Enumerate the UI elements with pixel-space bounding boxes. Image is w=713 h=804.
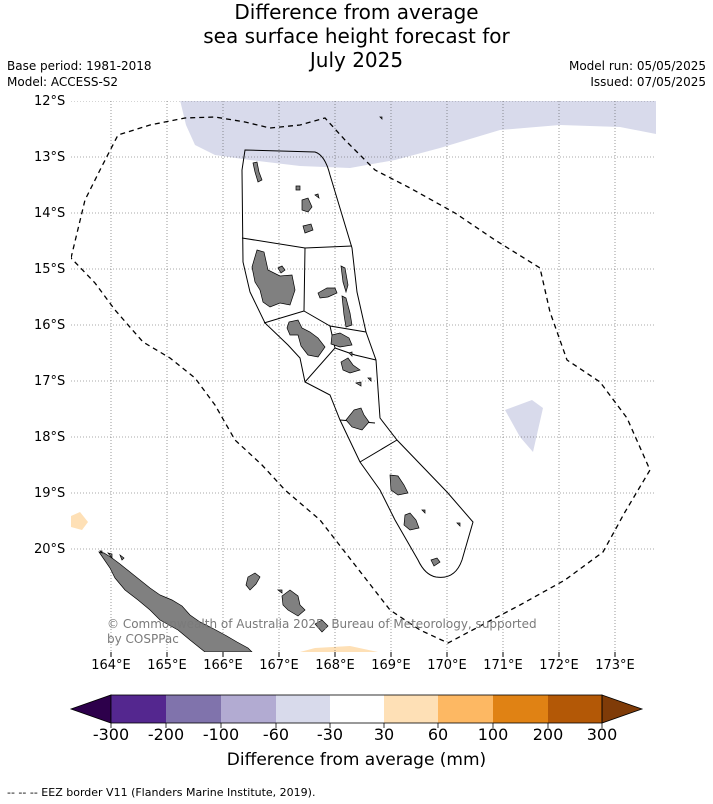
- colorbar-segment-6: [384, 695, 438, 723]
- colorbar-segment-4: [276, 695, 330, 723]
- colorbar-title: Difference from average (mm): [226, 750, 487, 770]
- colorbar-label: -30: [316, 725, 344, 744]
- colorbar-over-arrow: [601, 694, 644, 724]
- lon-label: 171°E: [483, 658, 523, 673]
- colorbar-segment-7: [438, 695, 493, 723]
- colorbar-segment-3: [221, 695, 276, 723]
- colorbar-label: -300: [92, 725, 130, 744]
- issued-date: Issued: 07/05/2025: [590, 75, 706, 89]
- colorbar-segment-5: [330, 695, 384, 723]
- eez-border: [71, 116, 651, 644]
- base-period: Base period: 1981-2018: [7, 59, 152, 73]
- model-run: Model run: 05/05/2025: [568, 59, 706, 73]
- lat-label: 20°S: [34, 542, 66, 557]
- province-boundaries: [241, 149, 474, 578]
- lon-label: 164°E: [91, 658, 131, 673]
- model-run-info: Model run: 05/05/2025 Issued: 07/05/2025: [569, 58, 706, 90]
- colorbar-label: 60: [427, 725, 449, 744]
- lat-label: 15°S: [34, 262, 66, 277]
- colorbar-label: 300: [586, 725, 618, 744]
- lon-label: 167°E: [259, 658, 299, 673]
- copyright-line-1: © Commonwealth of Australia 2025, Bureau…: [107, 617, 537, 631]
- colorbar-segment-1: [111, 695, 166, 723]
- grid-lines: [71, 101, 656, 652]
- colorbar: [69, 694, 644, 728]
- positive-anomaly-west: [71, 512, 88, 530]
- lat-label: 19°S: [34, 486, 66, 501]
- lon-label: 168°E: [315, 658, 355, 673]
- lon-label: 173°E: [595, 658, 635, 673]
- copyright-line-2: by COSPPac: [107, 632, 179, 646]
- colorbar-segment-9: [548, 695, 602, 723]
- lat-label: 14°S: [34, 206, 66, 221]
- lat-label: 13°S: [34, 150, 66, 165]
- lon-label: 170°E: [427, 658, 467, 673]
- map-title: Difference from average sea surface heig…: [0, 0, 713, 72]
- positive-anomaly-south: [300, 646, 378, 652]
- title-line-2: sea surface height forecast for: [203, 24, 510, 48]
- colorbar-label: 30: [373, 725, 395, 744]
- colorbar-label: 200: [532, 725, 564, 744]
- colorbar-label: -60: [262, 725, 290, 744]
- islands: [98, 116, 461, 652]
- colorbar-label: -200: [147, 725, 185, 744]
- title-line-3: July 2025: [309, 48, 404, 72]
- axis-ticks: [110, 652, 616, 657]
- copyright-notice: © Commonwealth of Australia 2025, Bureau…: [107, 617, 537, 647]
- lat-label: 16°S: [34, 318, 66, 333]
- lon-label: 165°E: [147, 658, 187, 673]
- lat-label: 17°S: [34, 374, 66, 389]
- base-period-info: Base period: 1981-2018 Model: ACCESS-S2: [7, 58, 152, 90]
- map-area: [71, 101, 656, 652]
- lon-label: 166°E: [203, 658, 243, 673]
- title-line-1: Difference from average: [234, 0, 479, 24]
- colorbar-frame: [110, 694, 603, 724]
- colorbar-segment-2: [166, 695, 221, 723]
- lon-label: 172°E: [539, 658, 579, 673]
- colorbar-label: 100: [477, 725, 509, 744]
- colorbar-segment-8: [493, 695, 548, 723]
- colorbar-under-arrow: [69, 694, 112, 724]
- lon-label: 169°E: [371, 658, 411, 673]
- eez-footnote: -- -- -- EEZ border V11 (Flanders Marine…: [7, 786, 316, 799]
- model-name: Model: ACCESS-S2: [7, 75, 119, 89]
- lat-label: 18°S: [34, 430, 66, 445]
- negative-anomaly-east: [505, 400, 543, 452]
- colorbar-label: -100: [202, 725, 240, 744]
- lat-label: 12°S: [34, 94, 66, 109]
- negative-anomaly-north: [180, 101, 656, 168]
